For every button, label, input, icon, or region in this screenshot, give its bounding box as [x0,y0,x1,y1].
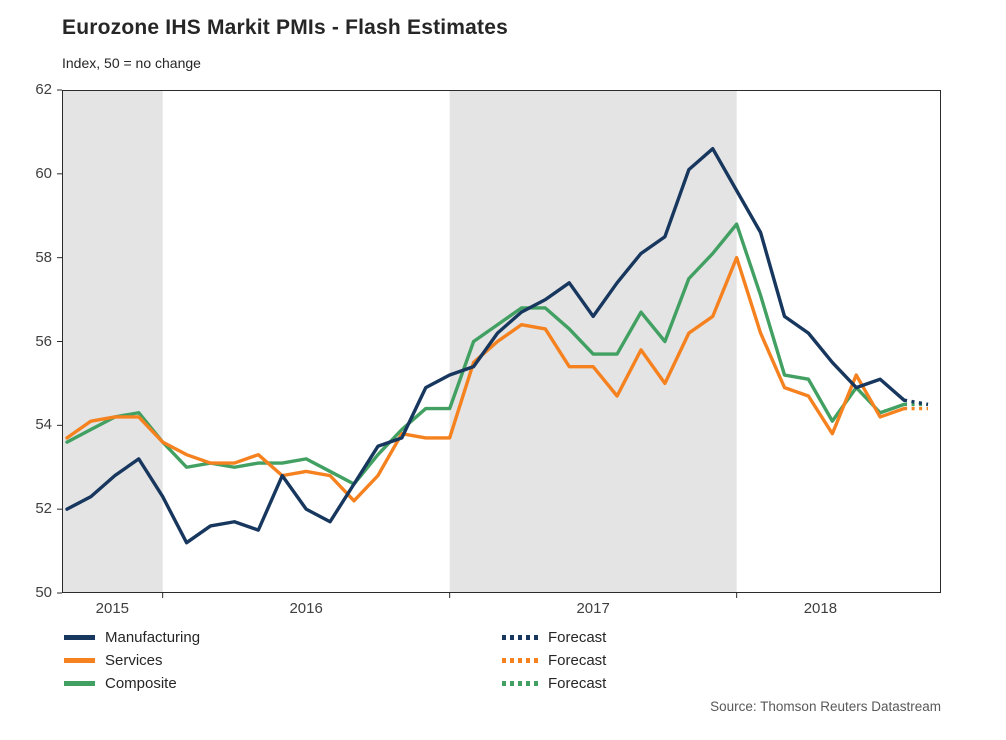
legend-item-manufacturing: Manufacturing [64,629,502,646]
source-credit: Source: Thomson Reuters Datastream [710,699,941,714]
y-tick-label: 60 [35,164,52,182]
legend-item-composite: Composite [64,675,502,692]
legend-label-services: Services [105,652,163,669]
y-tick-label: 50 [35,584,52,601]
x-tick-label: 2015 [95,600,130,617]
x-tick-label: 2017 [576,600,610,617]
y-tick-label: 56 [35,332,52,350]
y-tick-label: 52 [35,500,52,518]
legend-label-composite: Composite [105,675,177,692]
legend: Manufacturing Forecast Services Forecast… [64,629,941,692]
legend-dotted-swatch-services-icon [502,658,538,663]
y-tick-label: 54 [35,416,52,434]
chart-title: Eurozone IHS Markit PMIs - Flash Estimat… [62,16,509,39]
legend-label-forecast-composite: Forecast [548,675,607,692]
legend-item-forecast-services: Forecast [502,652,941,669]
legend-item-forecast-composite: Forecast [502,675,941,692]
legend-line-swatch-services-icon [64,658,95,663]
legend-line-swatch-manufacturing-icon [64,635,95,640]
y-tick-label: 58 [35,248,52,266]
legend-label-manufacturing: Manufacturing [105,629,201,646]
legend-label-forecast-manufacturing: Forecast [548,629,607,646]
legend-dotted-swatch-composite-icon [502,681,538,686]
y-tick-label: 62 [35,81,52,98]
legend-line-swatch-composite-icon [64,681,95,686]
legend-dotted-swatch-manufacturing-icon [502,635,538,640]
plot-area [57,89,941,598]
legend-item-forecast-manufacturing: Forecast [502,629,941,646]
legend-item-services: Services [64,652,502,669]
chart-subtitle: Index, 50 = no change [62,55,201,71]
legend-label-forecast-services: Forecast [548,652,607,669]
pmi-line-chart [57,89,941,598]
x-tick-label: 2016 [289,600,323,617]
x-tick-label: 2018 [803,600,838,617]
